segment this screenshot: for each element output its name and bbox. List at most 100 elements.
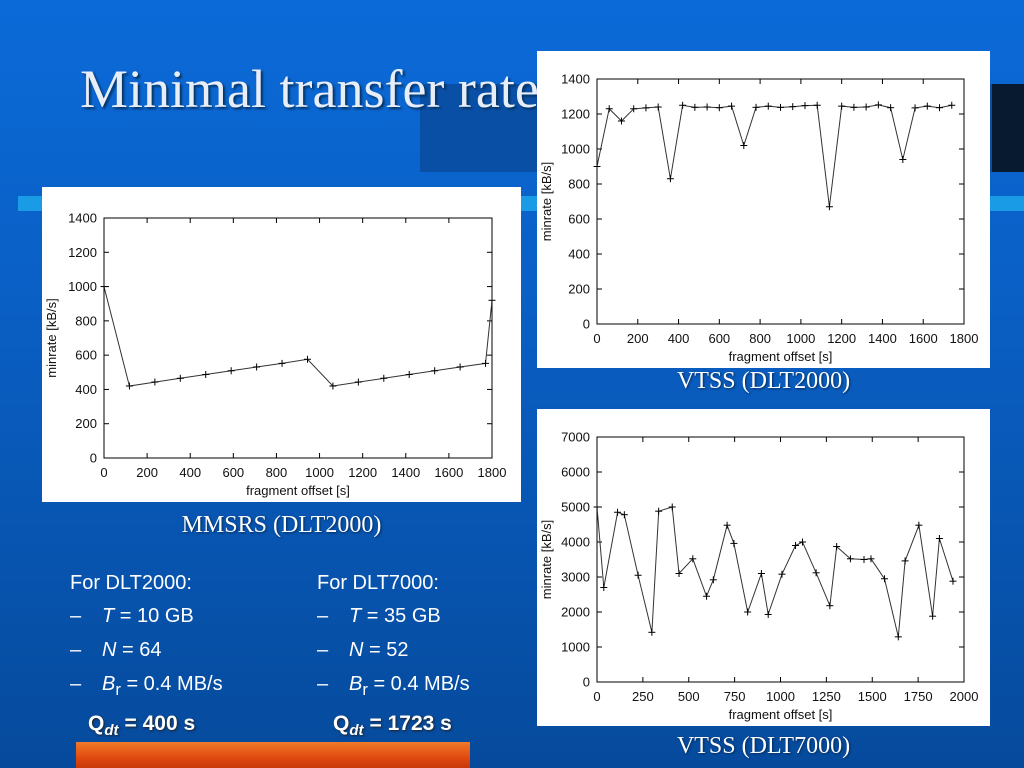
list-item: – Br = 0.4 MB/s xyxy=(317,673,470,699)
data-point xyxy=(862,103,870,111)
chart-caption-vtss-dlt2000: VTSS (DLT2000) xyxy=(676,368,851,394)
data-point xyxy=(764,610,772,618)
data-point xyxy=(405,371,413,379)
y-tick-label: 600 xyxy=(75,348,97,363)
chart-vtss-dlt7000: 0 250 500 750 1000 1250 1500 1750 2000 0 1000 2000 3… xyxy=(539,430,979,723)
chart-panel-vtss-dlt2000: 0 200 400 600 800 1000 1200 1400 1600 1800 0 200 400… xyxy=(537,51,990,368)
x-tick-label: 600 xyxy=(222,465,244,480)
data-point xyxy=(777,103,784,111)
data-point xyxy=(846,555,854,563)
data-point xyxy=(949,577,957,585)
y-tick-label: 0 xyxy=(583,317,590,332)
data-point xyxy=(778,570,786,578)
data-point xyxy=(689,555,697,563)
data-point xyxy=(456,363,464,371)
y-axis-label: minrate [kB/s] xyxy=(539,162,554,241)
data-point xyxy=(935,535,943,542)
data-point xyxy=(894,633,902,641)
list-item: – T = 35 GB xyxy=(317,605,441,627)
chart-panel-mmsrs: 0 200 400 600 800 1000 1200 1400 1600 1800 0 200 400… xyxy=(42,187,521,502)
data-point xyxy=(825,203,833,211)
slide-title: Minimal transfer rate xyxy=(80,59,539,119)
data-point xyxy=(176,374,184,382)
data-point xyxy=(752,103,760,111)
x-axis-label: fragment offset [s] xyxy=(729,349,833,364)
data-point xyxy=(329,382,337,390)
chart-vtss-dlt2000: 0 200 400 600 800 1000 1200 1400 1600 1800 0 200 400… xyxy=(539,72,978,365)
data-point xyxy=(151,378,159,386)
x-tick-label: 1250 xyxy=(812,689,841,704)
y-axis-label: minrate [kB/s] xyxy=(539,520,554,599)
x-tick-label: 1200 xyxy=(827,331,856,346)
data-point xyxy=(826,602,834,610)
x-tick-label: 600 xyxy=(708,331,730,346)
chart-panel-vtss-dlt7000: 0 250 500 750 1000 1250 1500 1750 2000 0 1000 2000 3… xyxy=(537,409,990,726)
chart-mmsrs: 0 200 400 600 800 1000 1200 1400 1600 1800 0 200 400… xyxy=(44,211,507,499)
data-point xyxy=(881,575,889,583)
data-point xyxy=(614,508,622,516)
x-tick-label: 0 xyxy=(593,331,600,346)
x-tick-label: 1750 xyxy=(904,689,933,704)
highlight-bar xyxy=(76,742,470,768)
data-point xyxy=(648,628,656,636)
data-point xyxy=(929,612,937,620)
y-tick-label: 1400 xyxy=(68,211,97,226)
data-point xyxy=(899,156,907,163)
plot-frame xyxy=(596,436,965,683)
y-tick-label: 5000 xyxy=(561,500,590,515)
data-point xyxy=(100,283,108,291)
x-tick-label: 1600 xyxy=(434,465,463,480)
data-point xyxy=(936,104,944,112)
data-point xyxy=(620,511,628,519)
plot-frame xyxy=(596,78,965,325)
data-point xyxy=(948,101,956,109)
plot-frame xyxy=(103,217,493,459)
y-tick-label: 1000 xyxy=(561,640,590,655)
data-point xyxy=(380,374,388,382)
y-tick-label: 6000 xyxy=(561,465,590,480)
x-axis-label: fragment offset [s] xyxy=(729,707,833,722)
data-point xyxy=(799,538,807,546)
data-point xyxy=(915,521,923,529)
chart-caption-mmsrs: MMSRS (DLT2000) xyxy=(181,512,382,538)
x-tick-label: 2000 xyxy=(950,689,979,704)
x-tick-label: 750 xyxy=(724,689,746,704)
data-point xyxy=(431,367,439,375)
y-tick-label: 3000 xyxy=(561,570,590,585)
data-point xyxy=(901,557,909,565)
data-point xyxy=(605,105,613,113)
x-tick-label: 1000 xyxy=(305,465,334,480)
y-tick-label: 1200 xyxy=(561,107,590,122)
y-tick-label: 7000 xyxy=(561,430,590,445)
data-point xyxy=(642,104,650,112)
series-line xyxy=(596,104,952,207)
data-point xyxy=(833,543,841,551)
x-tick-label: 400 xyxy=(179,465,201,480)
x-tick-label: 1400 xyxy=(868,331,897,346)
data-point xyxy=(860,556,868,563)
x-tick-label: 400 xyxy=(668,331,690,346)
list-item: – T = 10 GB xyxy=(70,605,194,627)
y-tick-label: 800 xyxy=(568,177,590,192)
data-point xyxy=(723,521,731,529)
data-point xyxy=(654,103,662,111)
data-point xyxy=(202,371,210,379)
y-tick-label: 1200 xyxy=(68,245,97,260)
x-tick-label: 1800 xyxy=(478,465,507,480)
list-heading: For DLT2000: xyxy=(70,572,192,594)
data-point xyxy=(668,503,676,511)
data-point xyxy=(911,104,919,112)
y-tick-label: 1000 xyxy=(68,279,97,294)
data-point xyxy=(764,102,772,110)
y-tick-label: 4000 xyxy=(561,535,590,550)
series-line xyxy=(596,506,954,637)
data-point xyxy=(728,102,736,110)
decorative-dark-block xyxy=(992,84,1024,172)
data-point xyxy=(703,103,711,111)
y-tick-label: 400 xyxy=(75,382,97,397)
x-tick-label: 1200 xyxy=(348,465,377,480)
x-tick-label: 1000 xyxy=(786,331,815,346)
y-tick-label: 0 xyxy=(583,675,590,690)
data-point xyxy=(867,555,875,563)
x-tick-label: 500 xyxy=(678,689,700,704)
